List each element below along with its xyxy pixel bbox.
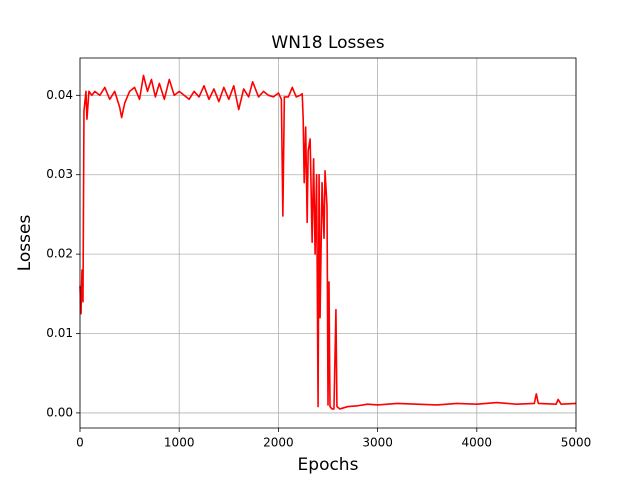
x-tick-label: 5000 (561, 436, 592, 450)
y-tick-label: 0.00 (46, 405, 73, 419)
x-tick-label: 0 (76, 436, 84, 450)
x-tick-label: 2000 (263, 436, 294, 450)
x-tick-label: 4000 (462, 436, 493, 450)
y-axis-label: Losses (15, 215, 35, 272)
x-tick-label: 1000 (164, 436, 195, 450)
y-tick-label: 0.04 (46, 88, 73, 102)
y-tick-label: 0.01 (46, 326, 73, 340)
data-line (79, 74, 577, 410)
y-tick-label: 0.03 (46, 167, 73, 181)
chart-title: WN18 Losses (271, 33, 384, 53)
x-axis-label: Epochs (298, 455, 359, 475)
y-tick-label: 0.02 (46, 247, 73, 261)
plot-frame (79, 57, 577, 429)
x-tick-label: 3000 (362, 436, 393, 450)
